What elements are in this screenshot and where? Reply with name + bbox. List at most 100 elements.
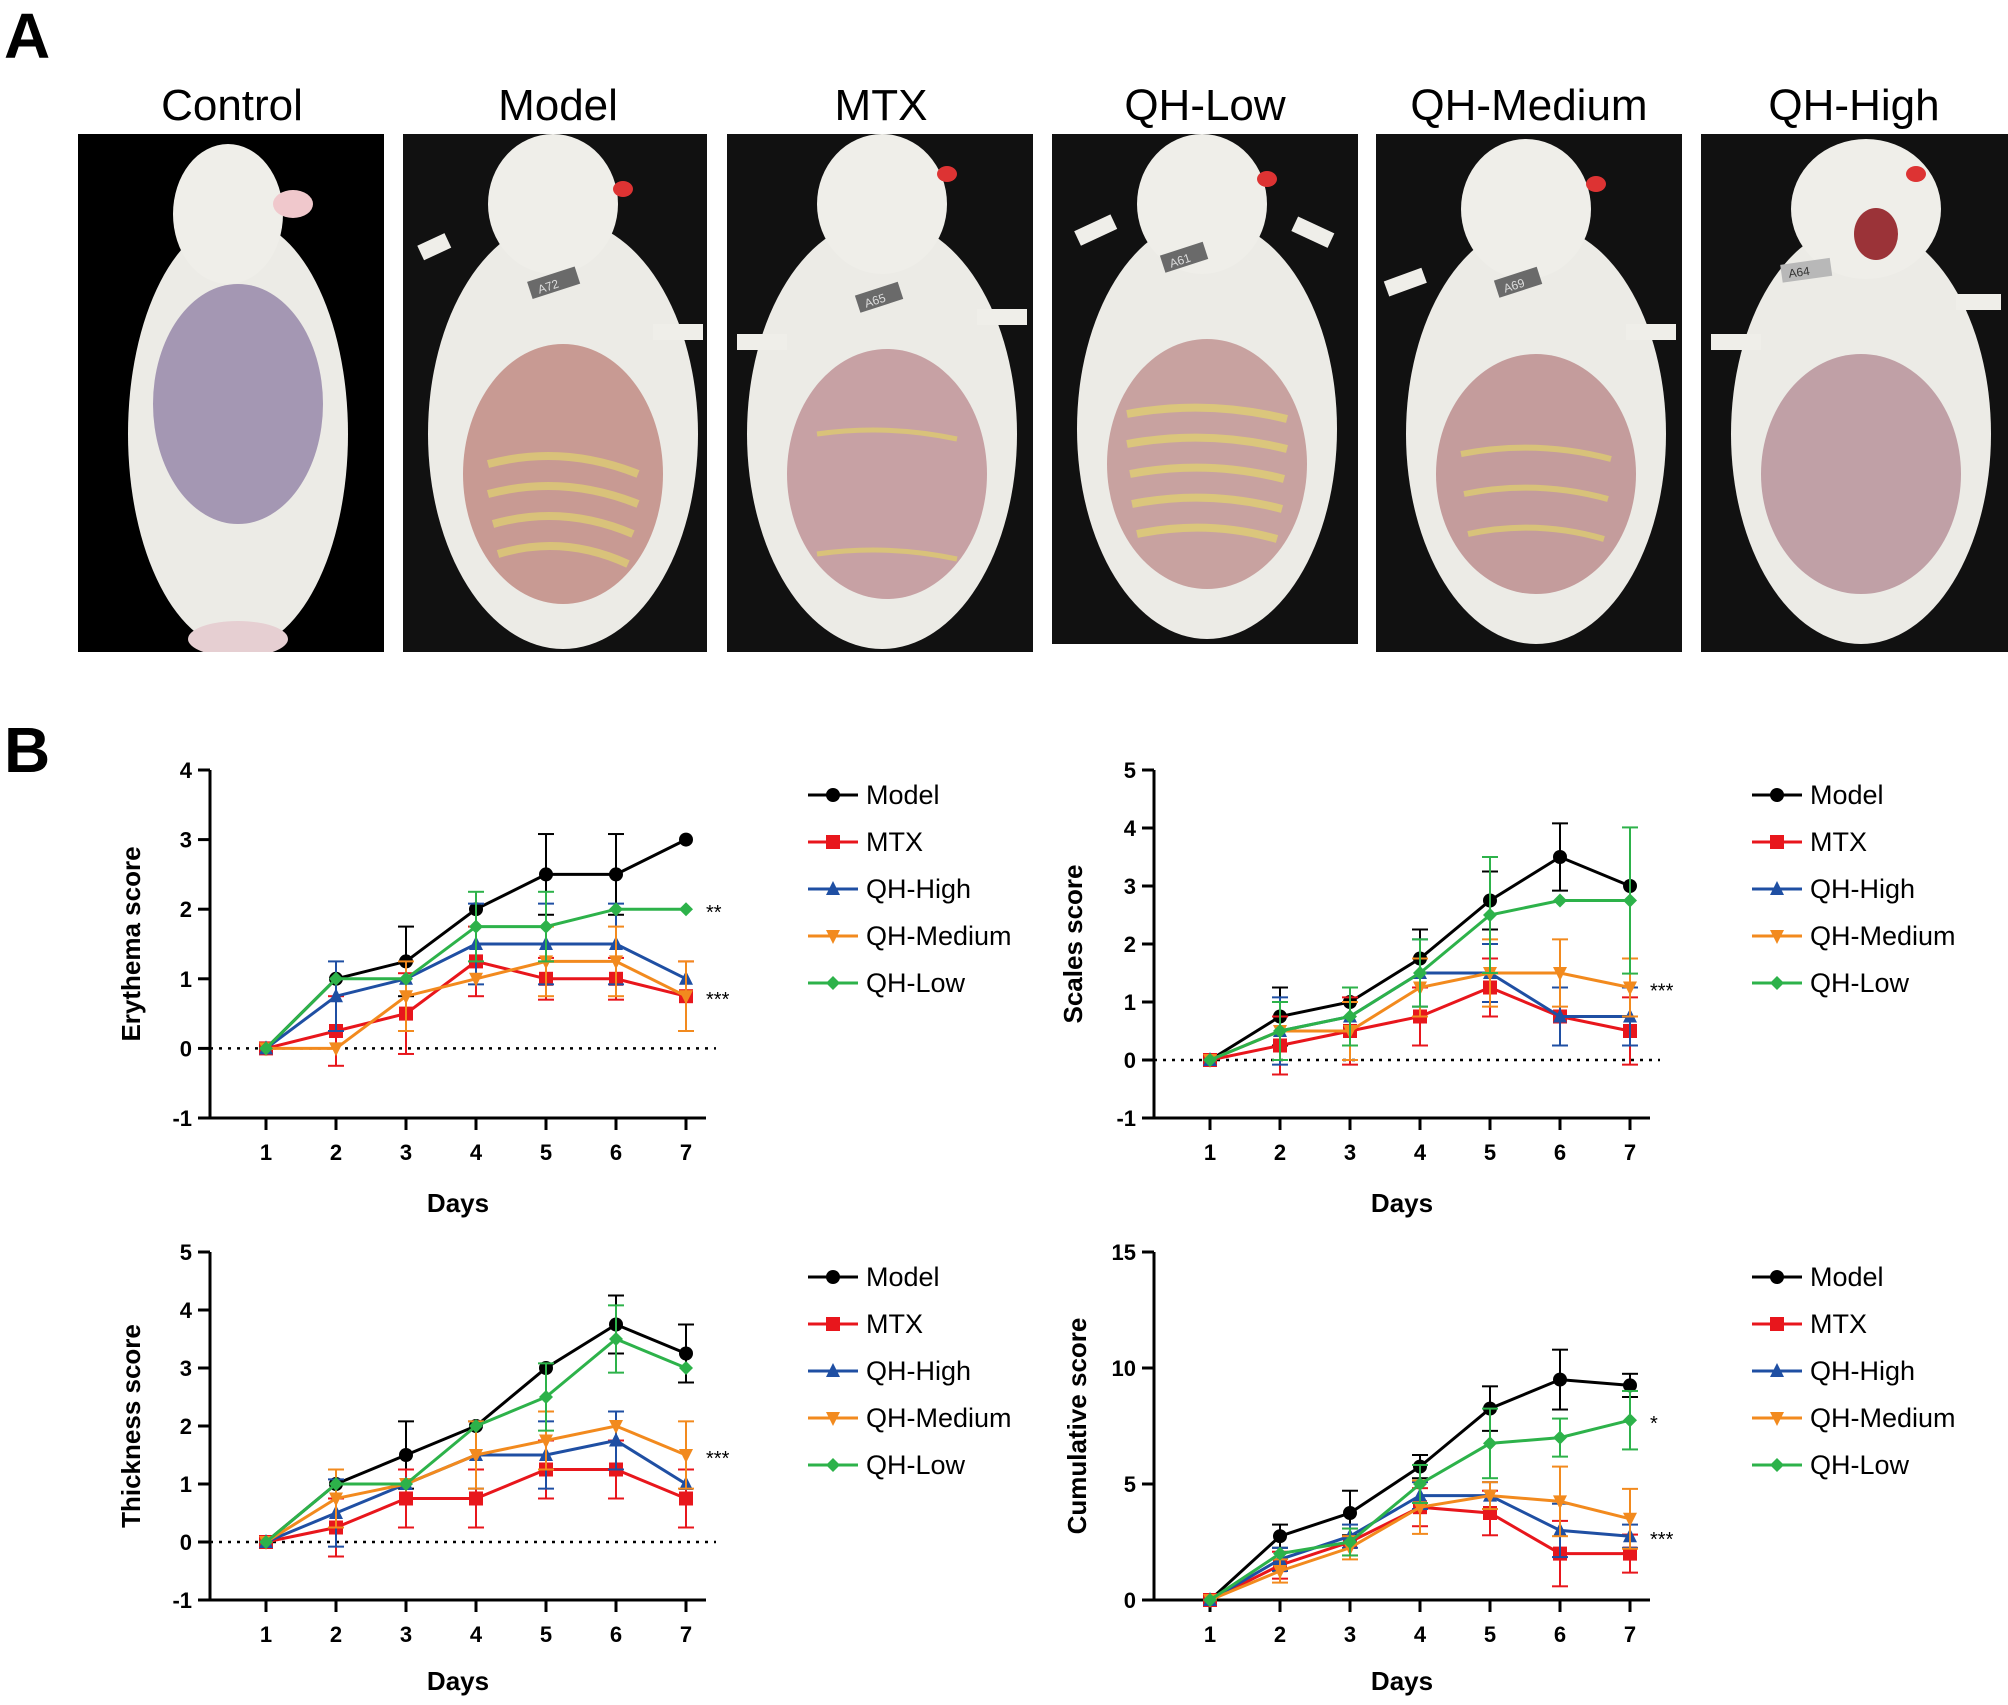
legend-label: QH-Low [866, 1450, 966, 1480]
data-point [1553, 1495, 1567, 1510]
data-point [1553, 850, 1567, 864]
data-point [1553, 1008, 1567, 1023]
data-point [1623, 1413, 1637, 1428]
y-tick-label: 3 [180, 1356, 192, 1381]
data-point [679, 1361, 693, 1375]
data-point [1343, 1535, 1357, 1549]
legend-item-model: Model [808, 1262, 940, 1292]
data-point [329, 971, 343, 986]
y-tick-label: 4 [1124, 816, 1137, 841]
chart-1: -1 0 1 2 3 4 5 1 2 3 4 5 6 7 Days Scales score *** Model M… [1058, 758, 1956, 1218]
significance-annotation: *** [1650, 1529, 1674, 1551]
photo-qh-high: A64 [1701, 134, 2008, 652]
legend-label: QH-Medium [1810, 921, 1956, 951]
data-point [399, 971, 413, 986]
data-point [469, 1449, 483, 1463]
data-point [1203, 1593, 1217, 1607]
x-tick-label: 1 [1204, 1622, 1216, 1647]
data-point [1413, 1501, 1427, 1516]
data-point [469, 919, 483, 934]
panel-letter-b: B [4, 714, 51, 786]
legend-marker [826, 1412, 840, 1426]
y-tick-label: 2 [180, 1414, 192, 1439]
x-tick-label: 6 [1554, 1140, 1566, 1165]
legend-label: QH-Medium [866, 921, 1012, 951]
x-tick-label: 5 [540, 1140, 552, 1165]
photo-control-skin [153, 284, 323, 524]
x-tick-label: 1 [260, 1140, 272, 1165]
x-tick-label: 7 [680, 1622, 692, 1647]
legend-marker [1770, 1317, 1784, 1331]
legend-item-qh-medium: QH-Medium [808, 921, 1012, 951]
data-point [1623, 1546, 1637, 1561]
legend-item-qh-high: QH-High [1752, 874, 1915, 904]
legend-label: Model [866, 1262, 940, 1292]
legend-item-qh-low: QH-Low [1752, 1450, 1910, 1480]
data-point [1273, 1529, 1287, 1544]
y-tick-label: 3 [180, 828, 192, 853]
x-tick-label: 6 [1554, 1622, 1566, 1647]
legend-item-qh-low: QH-Low [808, 968, 966, 998]
x-tick-label: 2 [1274, 1622, 1286, 1647]
data-point [679, 1491, 693, 1506]
data-point [609, 867, 623, 882]
x-tick-label: 6 [610, 1140, 622, 1165]
data-point [1623, 981, 1637, 996]
panel-letter-a: A [4, 0, 51, 72]
legend-item-qh-low: QH-Low [808, 1450, 966, 1480]
photo-qh-low: A61 [1052, 134, 1358, 644]
x-axis-label: Days [427, 1666, 489, 1696]
data-point [1343, 1506, 1357, 1520]
y-tick-label: 5 [1124, 758, 1136, 783]
legend-item-qh-medium: QH-Medium [1752, 1403, 1956, 1433]
significance-annotation: ** [706, 902, 722, 924]
legend-marker [826, 1363, 840, 1377]
data-point [1623, 1512, 1637, 1527]
data-point [1343, 1009, 1357, 1024]
x-axis-label: Days [1371, 1188, 1433, 1218]
legend-label: Model [866, 780, 940, 810]
series-qh-low [259, 890, 693, 1056]
legend-label: MTX [866, 827, 923, 857]
series-qh-low [1203, 826, 1638, 1067]
x-tick-label: 7 [1624, 1140, 1636, 1165]
x-tick-label: 2 [330, 1140, 342, 1165]
photo-label-model: Model [498, 81, 618, 130]
y-tick-label: 0 [180, 1530, 192, 1555]
data-point [329, 1492, 343, 1507]
data-point [329, 1042, 343, 1057]
legend-label: MTX [866, 1309, 923, 1339]
legend-marker [826, 1270, 840, 1284]
data-point [539, 867, 553, 882]
y-tick-label: 1 [1124, 990, 1136, 1015]
data-point [1203, 1053, 1217, 1067]
x-tick-label: 6 [610, 1622, 622, 1647]
data-point [539, 1434, 553, 1449]
x-tick-label: 7 [680, 1140, 692, 1165]
legend-marker [826, 788, 840, 802]
x-tick-label: 4 [470, 1140, 483, 1165]
data-point [469, 1419, 483, 1433]
legend-item-qh-high: QH-High [808, 874, 971, 904]
x-axis-label: Days [427, 1188, 489, 1218]
x-axis-label: Days [1371, 1666, 1433, 1696]
legend-item-mtx: MTX [808, 827, 923, 857]
legend-marker [1770, 1270, 1784, 1284]
x-tick-label: 4 [1414, 1622, 1427, 1647]
photo-label-mtx: MTX [834, 81, 928, 130]
data-point [259, 1041, 273, 1056]
legend-label: MTX [1810, 1309, 1867, 1339]
photo-mtx-tag: A65 [863, 291, 888, 311]
photo-control [78, 134, 384, 652]
data-point [399, 990, 413, 1005]
x-tick-label: 1 [260, 1622, 272, 1647]
y-tick-label: 10 [1112, 1356, 1136, 1381]
data-point [609, 1432, 623, 1447]
y-tick-label: 0 [1124, 1048, 1136, 1073]
data-point [469, 972, 483, 987]
legend-item-mtx: MTX [808, 1309, 923, 1339]
legend-item-mtx: MTX [1752, 827, 1867, 857]
